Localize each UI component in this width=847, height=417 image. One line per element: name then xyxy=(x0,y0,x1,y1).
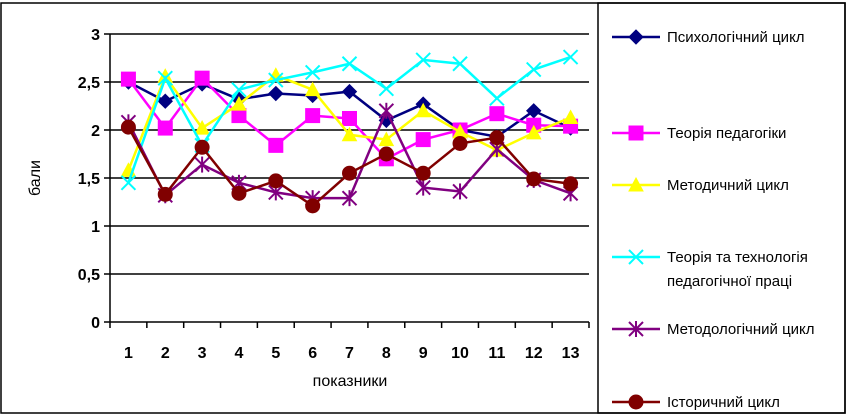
x-tick-label: 10 xyxy=(451,345,469,362)
axes: 00,511,522,531 2 3 4 5 6 7 8 9 10 11 12 13 xyxy=(78,27,590,362)
data-point xyxy=(415,52,431,68)
data-point xyxy=(194,139,210,155)
data-point xyxy=(231,81,247,98)
data-point xyxy=(120,175,137,191)
legend-swatch-marker xyxy=(628,176,644,192)
x-tick-label: 8 xyxy=(382,345,391,362)
x-tick-label: 4 xyxy=(235,345,244,362)
data-point xyxy=(526,171,542,187)
series-6 xyxy=(120,119,579,214)
data-point xyxy=(452,183,468,200)
y-tick-label: 3 xyxy=(91,27,100,44)
legend-label: педагогічної праці xyxy=(667,273,792,290)
legend-label: Історичний цикл xyxy=(667,394,780,411)
data-point xyxy=(562,109,579,125)
series-2 xyxy=(120,70,579,167)
data-point xyxy=(194,120,210,135)
legend-swatch-marker xyxy=(628,29,644,45)
data-point xyxy=(452,56,468,72)
x-tick-label: 12 xyxy=(525,345,543,362)
data-point xyxy=(489,90,505,107)
legend-label: Психологічний цикл xyxy=(667,29,805,46)
legend-entry: Теорія педагогіки xyxy=(612,125,786,142)
y-tick-label: 2,5 xyxy=(78,75,100,92)
y-tick-label: 1,5 xyxy=(78,171,100,188)
data-point xyxy=(378,102,395,119)
data-point xyxy=(415,165,431,181)
legend-label: Теорія педагогіки xyxy=(667,125,786,142)
x-tick-label: 6 xyxy=(308,345,317,362)
x-tick-label: 1 xyxy=(124,345,133,362)
data-point xyxy=(157,120,173,136)
legend-entry: Історичний цикл xyxy=(612,394,780,411)
data-point xyxy=(268,137,284,153)
series-group xyxy=(120,49,579,214)
data-point xyxy=(120,119,136,135)
y-tick-label: 2 xyxy=(91,123,100,140)
legend: Психологічний цикл Теорія педагогіки Метод… xyxy=(612,29,815,411)
y-tick-label: 0,5 xyxy=(78,267,100,284)
data-point xyxy=(157,70,173,86)
data-point xyxy=(378,81,395,97)
data-point xyxy=(525,124,542,140)
data-point xyxy=(415,179,431,196)
data-point xyxy=(342,165,357,181)
data-point xyxy=(231,108,247,124)
data-point xyxy=(268,72,284,88)
data-point xyxy=(489,130,505,146)
data-point xyxy=(415,102,432,118)
legend-label: Теорія та технологія xyxy=(667,249,808,266)
legend-label: Методичний цикл xyxy=(667,177,789,194)
legend-swatch-marker xyxy=(628,125,644,141)
x-tick-label: 13 xyxy=(562,345,580,362)
data-point xyxy=(157,186,173,202)
data-point xyxy=(268,173,284,189)
data-point xyxy=(341,83,358,100)
legend-swatch-marker xyxy=(628,321,644,337)
data-point xyxy=(452,135,468,151)
legend-swatch-marker xyxy=(628,394,644,410)
legend-entry: Теорія та технологія педагогічної праці xyxy=(612,249,808,290)
y-axis-label: бали xyxy=(27,160,44,196)
x-tick-label: 9 xyxy=(419,345,428,362)
data-point xyxy=(378,131,395,147)
data-point xyxy=(562,49,579,65)
legend-entry: Методологічний цикл xyxy=(612,321,815,338)
data-point xyxy=(120,71,136,87)
data-point xyxy=(231,96,247,111)
data-point xyxy=(526,61,542,78)
data-point xyxy=(304,81,321,97)
legend-entry: Психологічний цикл xyxy=(612,29,805,46)
data-point xyxy=(194,70,210,86)
legend-entry: Методичний цикл xyxy=(612,176,789,194)
data-point xyxy=(194,156,210,173)
data-point xyxy=(489,106,505,122)
data-point xyxy=(305,108,321,124)
x-tick-label: 7 xyxy=(345,345,354,362)
x-tick-label: 11 xyxy=(488,345,505,362)
x-axis-label: показники xyxy=(313,373,388,390)
data-point xyxy=(378,146,394,162)
x-tick-label: 3 xyxy=(198,345,207,362)
x-tick-label: 5 xyxy=(271,345,280,362)
y-tick-label: 0 xyxy=(91,315,100,332)
x-tick-label: 2 xyxy=(161,345,170,362)
data-point xyxy=(341,126,358,142)
data-point xyxy=(341,56,358,72)
data-point xyxy=(341,190,358,207)
data-point xyxy=(415,132,431,148)
data-point xyxy=(342,110,357,126)
data-point xyxy=(305,198,321,214)
data-point xyxy=(268,85,284,102)
data-point xyxy=(563,176,579,192)
data-point xyxy=(304,64,321,81)
y-tick-label: 1 xyxy=(91,219,100,236)
data-point xyxy=(231,185,247,201)
legend-swatch-marker xyxy=(628,249,644,265)
legend-box xyxy=(597,2,846,414)
data-point xyxy=(157,93,173,109)
legend-label: Методологічний цикл xyxy=(667,321,815,338)
